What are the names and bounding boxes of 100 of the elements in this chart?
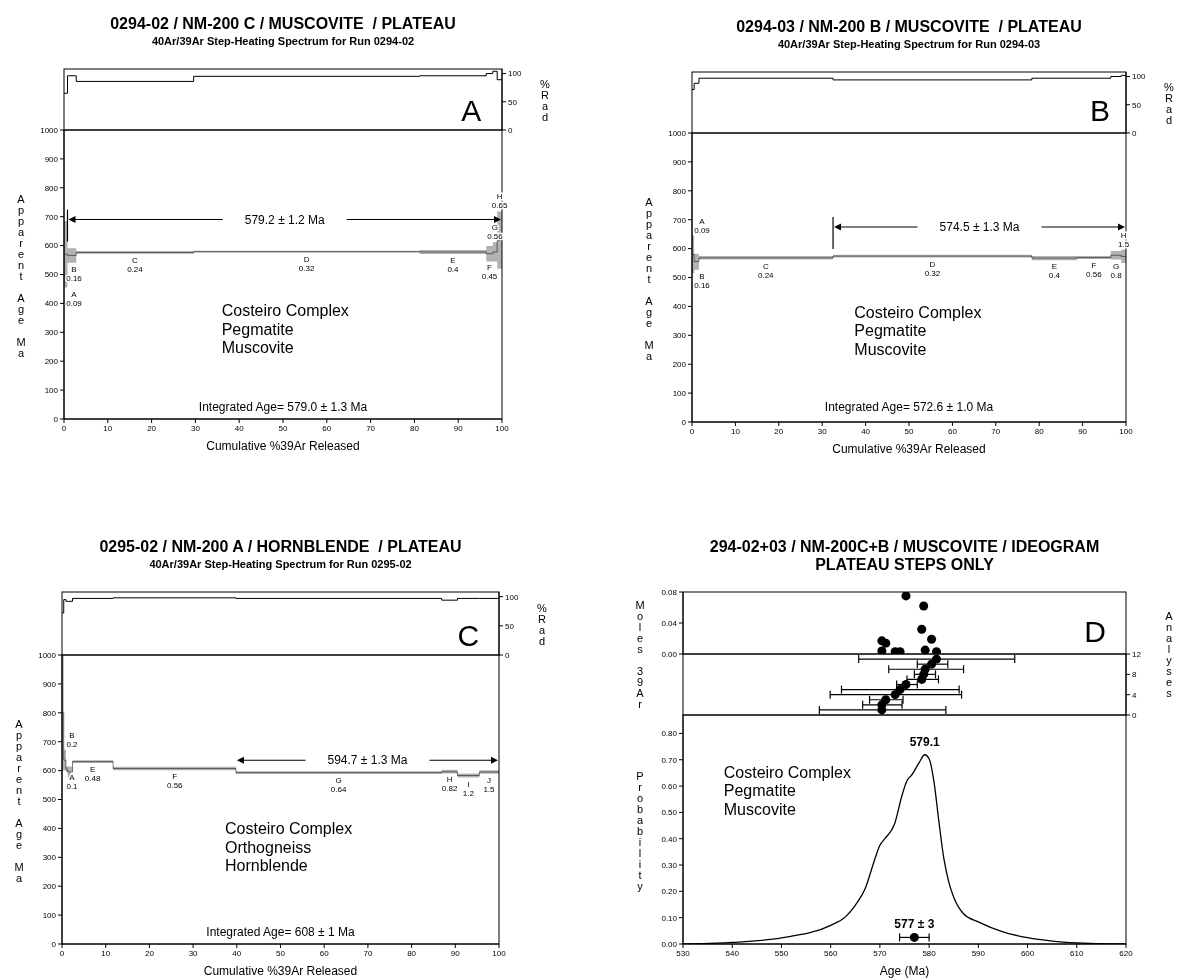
annotation: I 1.2 — [462, 779, 475, 798]
x-tick-label: 50 — [276, 948, 286, 958]
x-tick-label: 70 — [991, 426, 1001, 436]
y-tick-label: 1000 — [668, 128, 687, 138]
point — [901, 592, 911, 601]
y-tick-label: 1000 — [38, 650, 57, 660]
point — [920, 645, 930, 654]
y-tick-label: 900 — [672, 157, 687, 167]
y-axis-title: %Rad — [535, 601, 549, 646]
x-axis-title: Cumulative %39Ar Released — [205, 439, 361, 453]
y-axis-title: Apparent Age Ma — [12, 717, 26, 882]
annotation: E 0.4 — [447, 255, 460, 274]
point — [895, 685, 905, 695]
y-tick-label: 0.50 — [661, 808, 678, 818]
y-tick-label: 800 — [672, 186, 687, 196]
annotation: F 0.56 — [1086, 261, 1103, 279]
y-tick-label: 700 — [672, 215, 687, 225]
y-tick-label: 0 — [505, 650, 510, 660]
y-tick-label: 200 — [672, 360, 687, 370]
y-tick-label: 0.20 — [661, 887, 678, 897]
x-tick-label: 30 — [190, 423, 201, 433]
annotation: H 0.65 — [491, 192, 508, 211]
x-tick-label: 90 — [453, 423, 464, 433]
y-axis-title: %Rad — [1162, 80, 1176, 125]
x-tick-label: 540 — [725, 948, 740, 958]
x-tick-label: 60 — [319, 948, 330, 958]
y-tick-label: 600 — [44, 241, 59, 251]
annotation: 577 ± 3 — [894, 917, 935, 932]
x-tick-label: 620 — [1119, 948, 1134, 958]
annotation: A — [461, 93, 482, 127]
x-tick-label: 50 — [278, 423, 288, 433]
annotation: E 0.48 — [84, 765, 101, 784]
y-tick-label: 0 — [53, 414, 59, 424]
point — [877, 646, 887, 654]
y-tick-label: 0.80 — [661, 729, 678, 739]
y-tick-label: 12 — [1132, 649, 1142, 659]
annotation: Costeiro Complex Orthogneiss Hornblende — [225, 820, 353, 874]
point — [917, 624, 927, 634]
chart-title: 0295-02 / NM-200 A / HORNBLENDE / PLATEAU — [98, 538, 463, 556]
x-tick-label: 530 — [676, 948, 691, 958]
y-tick-label: 0.40 — [661, 834, 678, 844]
annotation: G 0.64 — [330, 776, 347, 795]
x-tick-label: 80 — [409, 423, 420, 433]
y-tick-label: 100 — [508, 69, 522, 79]
annotation: Costeiro Complex Pegmatite Muscovite — [854, 303, 982, 358]
y-tick-label: 1000 — [40, 125, 59, 135]
x-tick-label: 70 — [363, 948, 373, 958]
y-tick-label: 0.10 — [661, 913, 678, 923]
chart-subtitle: PLATEAU STEPS ONLY — [814, 556, 995, 574]
y-tick-label: 300 — [44, 328, 59, 338]
annotation: D — [1084, 614, 1106, 648]
y-tick-label: 8 — [1132, 670, 1137, 680]
chart-subtitle: 40Ar/39Ar Step-Heating Spectrum for Run 0294-02 — [150, 35, 416, 47]
y-tick-label: 900 — [42, 679, 57, 689]
y-tick-label: 400 — [672, 302, 687, 312]
y-tick-label: 500 — [42, 795, 57, 805]
x-tick-label: 40 — [234, 423, 245, 433]
y-tick-label: 100 — [672, 388, 687, 398]
y-tick-label: 800 — [44, 183, 59, 193]
annotation: J 1.5 — [483, 775, 496, 794]
y-tick-label: 700 — [42, 737, 57, 747]
y-tick-label: 0.60 — [661, 781, 678, 791]
y-tick-label: 0 — [51, 939, 57, 949]
y-tick-label: 50 — [505, 621, 515, 631]
annotation: G 0.8 — [1110, 261, 1123, 280]
x-tick-label: 60 — [947, 426, 958, 436]
x-tick-label: 600 — [1020, 948, 1035, 958]
y-tick-label: 500 — [44, 270, 59, 280]
annotation: 579.2 ± 1.2 Ma — [244, 212, 326, 227]
x-tick-label: 50 — [904, 426, 914, 436]
y-tick-label: 0.00 — [661, 939, 678, 949]
point — [901, 679, 911, 690]
annotation: C — [457, 618, 480, 652]
y-tick-label: 0.70 — [661, 755, 678, 765]
y-axis-title: Moles 39Ar — [633, 599, 647, 709]
annotation: D 0.32 — [924, 259, 941, 278]
annotation: D 0.32 — [298, 254, 315, 273]
x-tick-label: 30 — [817, 426, 828, 436]
y-tick-label: 800 — [42, 708, 57, 718]
x-tick-label: 90 — [450, 948, 461, 958]
annotation: F 0.56 — [166, 772, 184, 791]
y-tick-label: 600 — [672, 244, 687, 254]
annotation: C 0.24 — [127, 255, 144, 274]
y-tick-label: 700 — [44, 212, 59, 222]
annotation: Costeiro Complex Pegmatite Muscovite — [723, 763, 851, 818]
chart-subtitle: 40Ar/39Ar Step-Heating Spectrum for Run 0294-03 — [776, 38, 1042, 50]
y-tick-label: 100 — [42, 910, 57, 920]
y-tick-label: 0.30 — [661, 860, 678, 870]
x-tick-label: 10 — [730, 426, 741, 436]
y-axis-title: Apparent Age Ma — [642, 195, 656, 360]
annotation: Costeiro Complex Pegmatite Muscovite — [221, 302, 349, 357]
annotation: 594.7 ± 1.3 Ma — [327, 753, 408, 768]
annotation: C 0.24 — [757, 261, 775, 280]
chart-subtitle: 40Ar/39Ar Step-Heating Spectrum for Run 0295-02 — [148, 558, 413, 570]
x-tick-label: 20 — [774, 426, 784, 436]
y-tick-label: 500 — [672, 273, 687, 283]
y-tick-label: 0.04 — [661, 618, 678, 628]
annotation: Integrated Age= 608 ± 1 Ma — [206, 925, 356, 940]
annotation: B 0.16 — [694, 271, 711, 290]
x-tick-label: 40 — [861, 426, 871, 436]
